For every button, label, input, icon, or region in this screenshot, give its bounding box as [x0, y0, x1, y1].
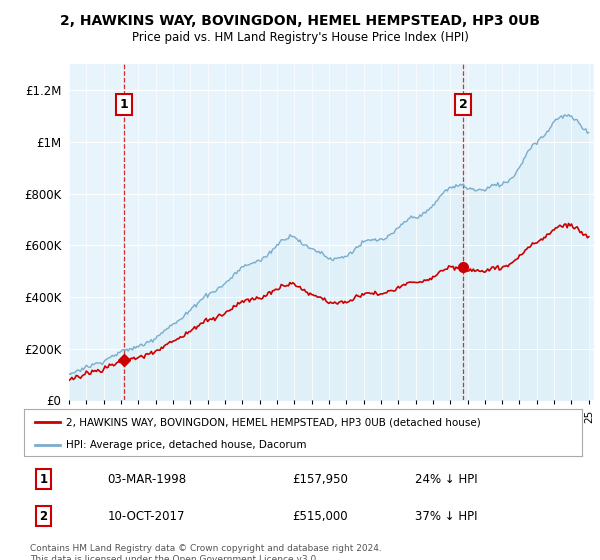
Text: 24% ↓ HPI: 24% ↓ HPI: [415, 473, 477, 486]
Text: 1: 1: [119, 98, 128, 111]
Text: £157,950: £157,950: [292, 473, 348, 486]
Text: 03-MAR-1998: 03-MAR-1998: [108, 473, 187, 486]
Text: 1: 1: [40, 473, 47, 486]
Text: 10-OCT-2017: 10-OCT-2017: [108, 510, 185, 522]
Text: Contains HM Land Registry data © Crown copyright and database right 2024.
This d: Contains HM Land Registry data © Crown c…: [30, 544, 382, 560]
Text: £515,000: £515,000: [292, 510, 347, 522]
Text: 2: 2: [40, 510, 47, 522]
Text: HPI: Average price, detached house, Dacorum: HPI: Average price, detached house, Daco…: [66, 440, 307, 450]
Text: 2: 2: [459, 98, 467, 111]
Text: 2, HAWKINS WAY, BOVINGDON, HEMEL HEMPSTEAD, HP3 0UB: 2, HAWKINS WAY, BOVINGDON, HEMEL HEMPSTE…: [60, 14, 540, 28]
Text: Price paid vs. HM Land Registry's House Price Index (HPI): Price paid vs. HM Land Registry's House …: [131, 31, 469, 44]
Text: 37% ↓ HPI: 37% ↓ HPI: [415, 510, 477, 522]
Text: 2, HAWKINS WAY, BOVINGDON, HEMEL HEMPSTEAD, HP3 0UB (detached house): 2, HAWKINS WAY, BOVINGDON, HEMEL HEMPSTE…: [66, 417, 481, 427]
